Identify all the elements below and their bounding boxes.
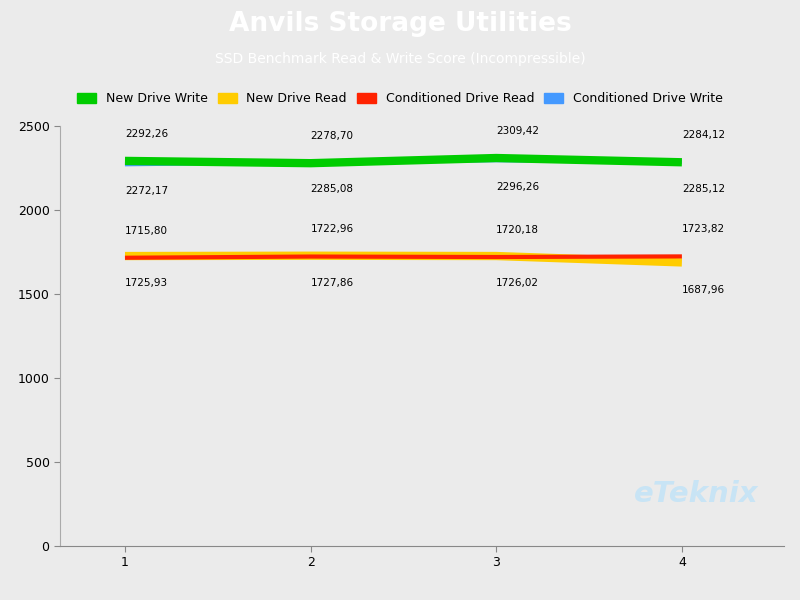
Text: 2309,42: 2309,42 [496, 126, 539, 136]
Text: 2278,70: 2278,70 [310, 131, 354, 141]
Text: 2296,26: 2296,26 [496, 182, 539, 193]
Text: 1715,80: 1715,80 [125, 226, 168, 236]
Text: 2285,12: 2285,12 [682, 184, 725, 194]
Text: 1720,18: 1720,18 [496, 225, 539, 235]
Text: 1727,86: 1727,86 [310, 278, 354, 288]
Text: 1726,02: 1726,02 [496, 278, 539, 288]
Text: 1725,93: 1725,93 [125, 278, 168, 288]
Text: Anvils Storage Utilities: Anvils Storage Utilities [229, 11, 571, 37]
Text: 2272,17: 2272,17 [125, 187, 168, 196]
Text: 2284,12: 2284,12 [682, 130, 725, 140]
Text: 2292,26: 2292,26 [125, 128, 168, 139]
Legend: New Drive Write, New Drive Read, Conditioned Drive Read, Conditioned Drive Write: New Drive Write, New Drive Read, Conditi… [74, 89, 726, 109]
Text: 2285,08: 2285,08 [310, 184, 354, 194]
Text: 1687,96: 1687,96 [682, 284, 725, 295]
Text: eTeknix: eTeknix [634, 480, 758, 508]
Text: SSD Benchmark Read & Write Score (Incompressible): SSD Benchmark Read & Write Score (Incomp… [214, 52, 586, 65]
Text: 1723,82: 1723,82 [682, 224, 725, 234]
Text: 1722,96: 1722,96 [310, 224, 354, 235]
